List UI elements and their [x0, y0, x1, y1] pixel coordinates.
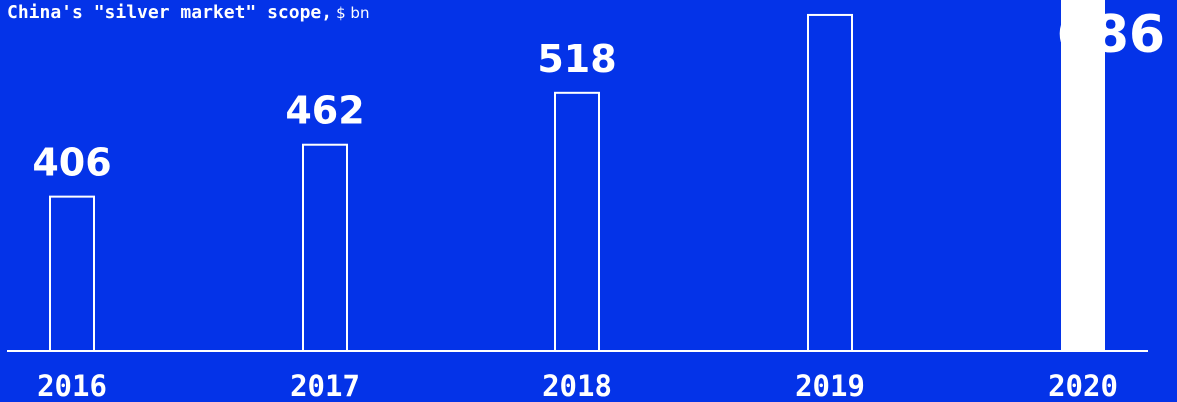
category-label-2020: 2020 — [1048, 369, 1118, 402]
bar-2017 — [303, 145, 347, 351]
value-label-2018: 518 — [537, 37, 616, 81]
bar-2019 — [808, 15, 852, 351]
bar-2018 — [555, 93, 599, 351]
value-label-2019: 602 — [790, 0, 869, 3]
category-label-2019: 2019 — [795, 369, 865, 402]
category-label-2017: 2017 — [290, 369, 360, 402]
category-label-2016: 2016 — [37, 369, 107, 402]
value-label-2020: 686 — [1056, 5, 1165, 65]
bar-2016 — [50, 197, 94, 351]
value-label-2017: 462 — [285, 89, 364, 133]
value-label-2016: 406 — [32, 141, 111, 185]
category-label-2018: 2018 — [542, 369, 612, 402]
